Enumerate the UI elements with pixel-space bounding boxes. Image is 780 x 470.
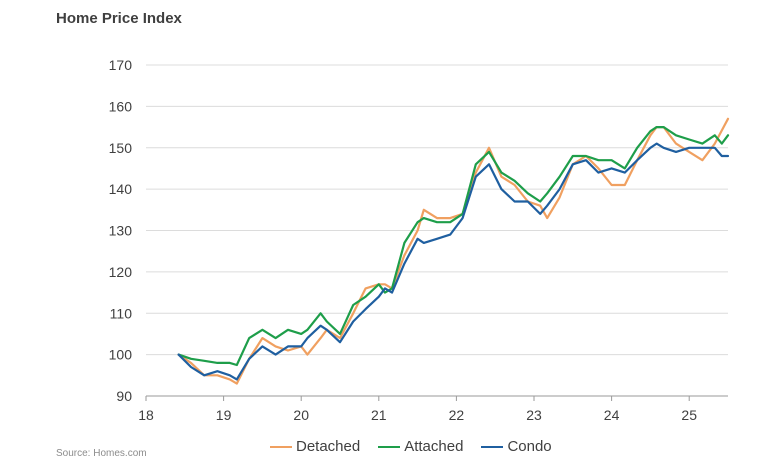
y-tick-label-90: 90 — [116, 388, 132, 404]
legend-swatch-condo — [481, 445, 504, 448]
x-tick-label-22: 22 — [449, 407, 465, 423]
y-tick-label-110: 110 — [110, 305, 133, 321]
legend-swatch-detached — [270, 445, 292, 448]
x-tick-label-18: 18 — [138, 407, 154, 423]
source-note: Source: Homes.com — [56, 448, 147, 459]
x-tick-label-24: 24 — [604, 407, 620, 423]
gridlines — [146, 64, 728, 397]
legend-item-condo: Condo — [481, 438, 552, 455]
y-tick-label-170: 170 — [109, 57, 133, 73]
x-tick-label-20: 20 — [293, 407, 309, 423]
y-axis-ticks: 90 100 110 120 130 140 150 160 170 — [109, 57, 133, 404]
legend-item-attached: Attached — [378, 438, 463, 455]
series-line-detached — [177, 117, 730, 385]
series-lines — [177, 117, 730, 385]
legend: Detached Attached Condo — [270, 438, 552, 455]
series-line-attached — [177, 126, 730, 367]
legend-item-detached: Detached — [270, 438, 360, 455]
legend-label-condo: Condo — [507, 438, 552, 455]
y-tick-label-140: 140 — [109, 181, 133, 197]
x-tick-label-19: 19 — [216, 407, 232, 423]
y-tick-label-130: 130 — [109, 223, 133, 239]
y-tick-label-100: 100 — [109, 347, 133, 363]
x-axis-ticks: 18 19 20 21 22 23 24 25 — [138, 396, 697, 423]
legend-label-attached: Attached — [404, 438, 464, 455]
y-tick-label-160: 160 — [109, 98, 133, 114]
x-tick-label-23: 23 — [526, 407, 542, 423]
chart-title: Home Price Index — [56, 10, 182, 27]
y-tick-label-120: 120 — [109, 264, 133, 280]
legend-label-detached: Detached — [296, 438, 361, 455]
y-tick-label-150: 150 — [109, 140, 133, 156]
series-line-condo — [177, 142, 730, 381]
x-tick-label-25: 25 — [681, 407, 697, 423]
legend-swatch-attached — [378, 445, 401, 448]
x-tick-label-21: 21 — [371, 407, 387, 423]
